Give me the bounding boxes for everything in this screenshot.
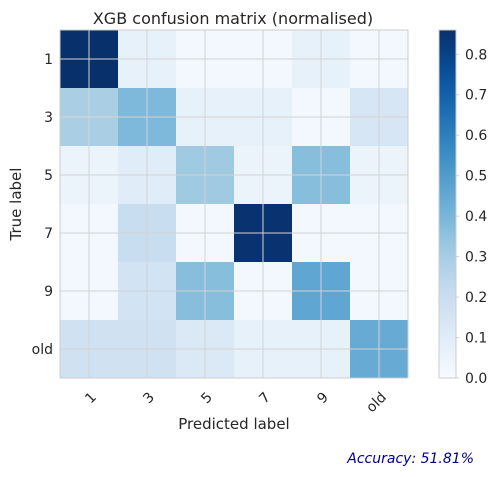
x-tick-labels: 1 3 5 7 9 old — [82, 390, 390, 416]
colorbar-tick-label: 0.8 — [465, 47, 487, 63]
x-tick-label: 9 — [314, 390, 332, 408]
colorbar-tick-label: 0.2 — [465, 290, 487, 306]
y-tick-label: 3 — [44, 110, 53, 126]
x-axis-label: Predicted label — [178, 415, 289, 433]
colorbar-tick-label: 0.3 — [465, 250, 487, 266]
y-tick-label: old — [32, 342, 53, 358]
heatmap-grid — [60, 30, 408, 378]
y-tick-label: 7 — [44, 226, 53, 242]
x-tick-label: 7 — [256, 390, 274, 408]
colorbar-tick-labels: 0.0 0.1 0.2 0.3 0.4 0.5 0.6 0.7 0.8 — [456, 47, 487, 387]
x-tick-label: 1 — [82, 390, 100, 408]
plot-frame — [59, 29, 409, 379]
y-tick-labels: 1 3 5 7 9 old — [32, 52, 53, 358]
colorbar-tick-label: 0.5 — [465, 169, 487, 185]
colorbar-tick-label: 0.6 — [465, 128, 487, 144]
x-tick-label: 5 — [198, 390, 216, 408]
y-tick-label: 9 — [44, 284, 53, 300]
colorbar-tick-label: 0.1 — [465, 331, 487, 347]
colorbar — [438, 29, 457, 379]
y-tick-label: 5 — [44, 168, 53, 184]
colorbar-tick-label: 0.4 — [465, 209, 487, 225]
x-tick-label: old — [363, 390, 389, 416]
y-axis-label: True label — [7, 168, 25, 242]
chart-title: XGB confusion matrix (normalised) — [93, 9, 373, 28]
y-tick-label: 1 — [44, 52, 53, 68]
colorbar-tick-label: 0.0 — [465, 371, 487, 387]
x-tick-label: 3 — [140, 390, 158, 408]
heatmap-cells — [60, 30, 409, 379]
colorbar-tick-label: 0.7 — [465, 88, 487, 104]
accuracy-label: Accuracy: 51.81% — [347, 451, 474, 467]
